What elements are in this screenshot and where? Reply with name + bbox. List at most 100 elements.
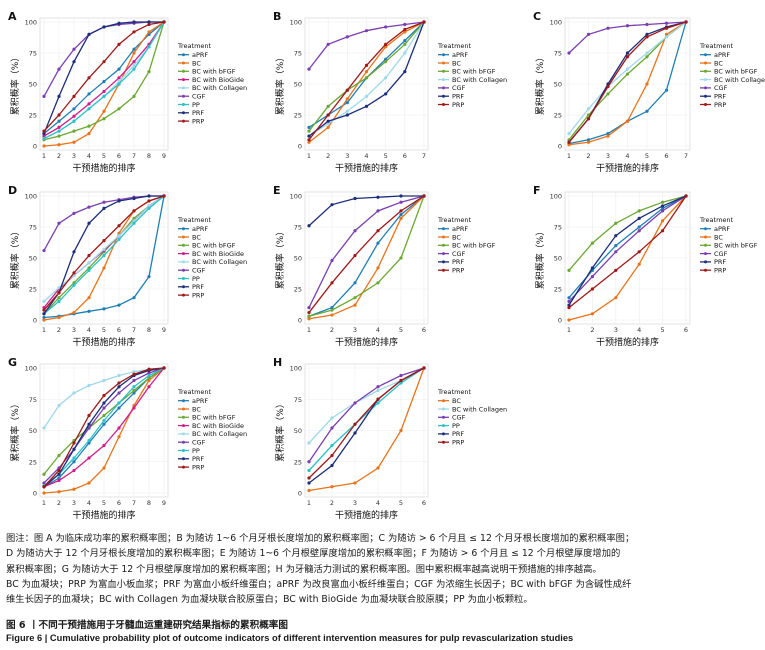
data-point: [42, 248, 46, 253]
data-point: [590, 241, 595, 245]
data-point: [72, 107, 76, 111]
data-point: [684, 194, 688, 198]
y-tick-label: 25: [294, 286, 302, 294]
legend-swatch-point: [182, 415, 185, 419]
figure-title-chinese: 图 6 丨不同干预措施用于牙髓血运重建研究结果指标的累积概率图: [6, 620, 288, 631]
data-point: [422, 20, 426, 24]
data-point: [87, 253, 91, 258]
legend-swatch-point: [182, 440, 185, 444]
series-line: [308, 195, 425, 317]
data-point: [117, 76, 121, 80]
legend-swatch-point: [182, 457, 185, 461]
y-tick-label: 100: [290, 19, 302, 27]
data-point: [42, 94, 46, 98]
data-point: [72, 283, 76, 287]
data-point: [399, 428, 403, 433]
y-tick-label: 50: [554, 255, 562, 263]
legend-swatch-point: [182, 465, 185, 469]
data-point: [87, 107, 91, 111]
data-point: [102, 393, 106, 398]
data-point: [117, 435, 121, 439]
data-point: [57, 143, 61, 147]
data-point: [637, 250, 641, 254]
x-tick-label: 7: [684, 152, 688, 160]
data-point: [606, 132, 610, 136]
data-point: [132, 385, 136, 389]
data-point: [353, 401, 357, 405]
x-tick-label: 6: [117, 152, 121, 160]
data-point: [364, 76, 369, 80]
data-point: [586, 107, 591, 111]
legend-swatch-point: [704, 86, 707, 90]
data-point: [117, 224, 121, 228]
x-tick-label: 4: [625, 152, 629, 160]
legend-swatch-point: [442, 86, 445, 90]
data-point: [132, 406, 136, 410]
data-point: [132, 94, 136, 98]
data-point: [42, 485, 46, 489]
data-point: [102, 206, 106, 210]
data-point: [72, 468, 76, 473]
data-point: [117, 385, 121, 389]
data-point: [614, 296, 618, 300]
data-point: [625, 51, 630, 55]
legend-label: PRP: [192, 291, 204, 299]
x-tick-label: 5: [661, 326, 665, 334]
series-prf: [307, 194, 426, 228]
data-point: [57, 296, 61, 300]
data-point: [147, 194, 151, 198]
x-tick-label: 8: [147, 152, 151, 160]
legend-swatch-point: [704, 243, 707, 247]
legend-label: PRF: [192, 455, 204, 463]
legend-swatch-point: [442, 94, 445, 98]
legend-label: BC: [714, 59, 723, 67]
data-point: [102, 94, 106, 98]
data-point: [57, 286, 61, 290]
legend-swatch-point: [704, 61, 707, 65]
data-point: [117, 426, 121, 430]
legend-swatch-point: [442, 268, 445, 272]
legend-label: PRP: [192, 117, 204, 125]
data-point: [590, 275, 595, 279]
data-point: [353, 281, 357, 285]
legend-swatch-point: [704, 103, 707, 106]
y-tick-label: 50: [294, 427, 302, 435]
legend-label: aPRF: [452, 51, 468, 59]
legend-label: PP: [192, 447, 200, 455]
data-point: [645, 35, 649, 39]
data-point: [661, 229, 665, 233]
legend-label: PP: [192, 275, 200, 283]
legend-label: aPRF: [192, 225, 208, 233]
series-prf: [42, 194, 166, 316]
series-prp: [567, 194, 688, 310]
x-tick-label: 7: [422, 152, 426, 160]
data-point: [87, 32, 91, 37]
data-point: [57, 478, 61, 483]
caption-line: 图注：图 A 为临床成功率的累积概率图；B 为随访 1~6 个月牙根长度增加的累…: [6, 533, 635, 544]
legend-swatch-point: [442, 53, 445, 57]
data-point: [353, 422, 357, 426]
legend-label: BC: [192, 233, 201, 241]
data-point: [645, 32, 649, 37]
data-point: [132, 296, 136, 300]
y-axis-title: 累积概率（%）: [274, 53, 286, 116]
legend-swatch-point: [704, 69, 707, 73]
data-point: [87, 426, 91, 430]
y-tick-label: 75: [294, 396, 302, 404]
data-point: [353, 481, 357, 485]
data-point: [661, 206, 665, 210]
x-tick-label: 4: [87, 152, 91, 160]
legend-swatch-point: [442, 227, 445, 231]
data-point: [57, 129, 61, 133]
data-point: [132, 196, 136, 201]
data-point: [364, 104, 369, 108]
data-point: [399, 378, 403, 383]
data-point: [330, 485, 334, 489]
data-point: [637, 209, 641, 213]
data-point: [102, 247, 106, 251]
data-point: [117, 107, 121, 111]
y-tick-label: 100: [550, 193, 562, 201]
x-tick-label: 5: [399, 499, 403, 507]
data-point: [606, 26, 610, 30]
data-point: [330, 308, 334, 312]
